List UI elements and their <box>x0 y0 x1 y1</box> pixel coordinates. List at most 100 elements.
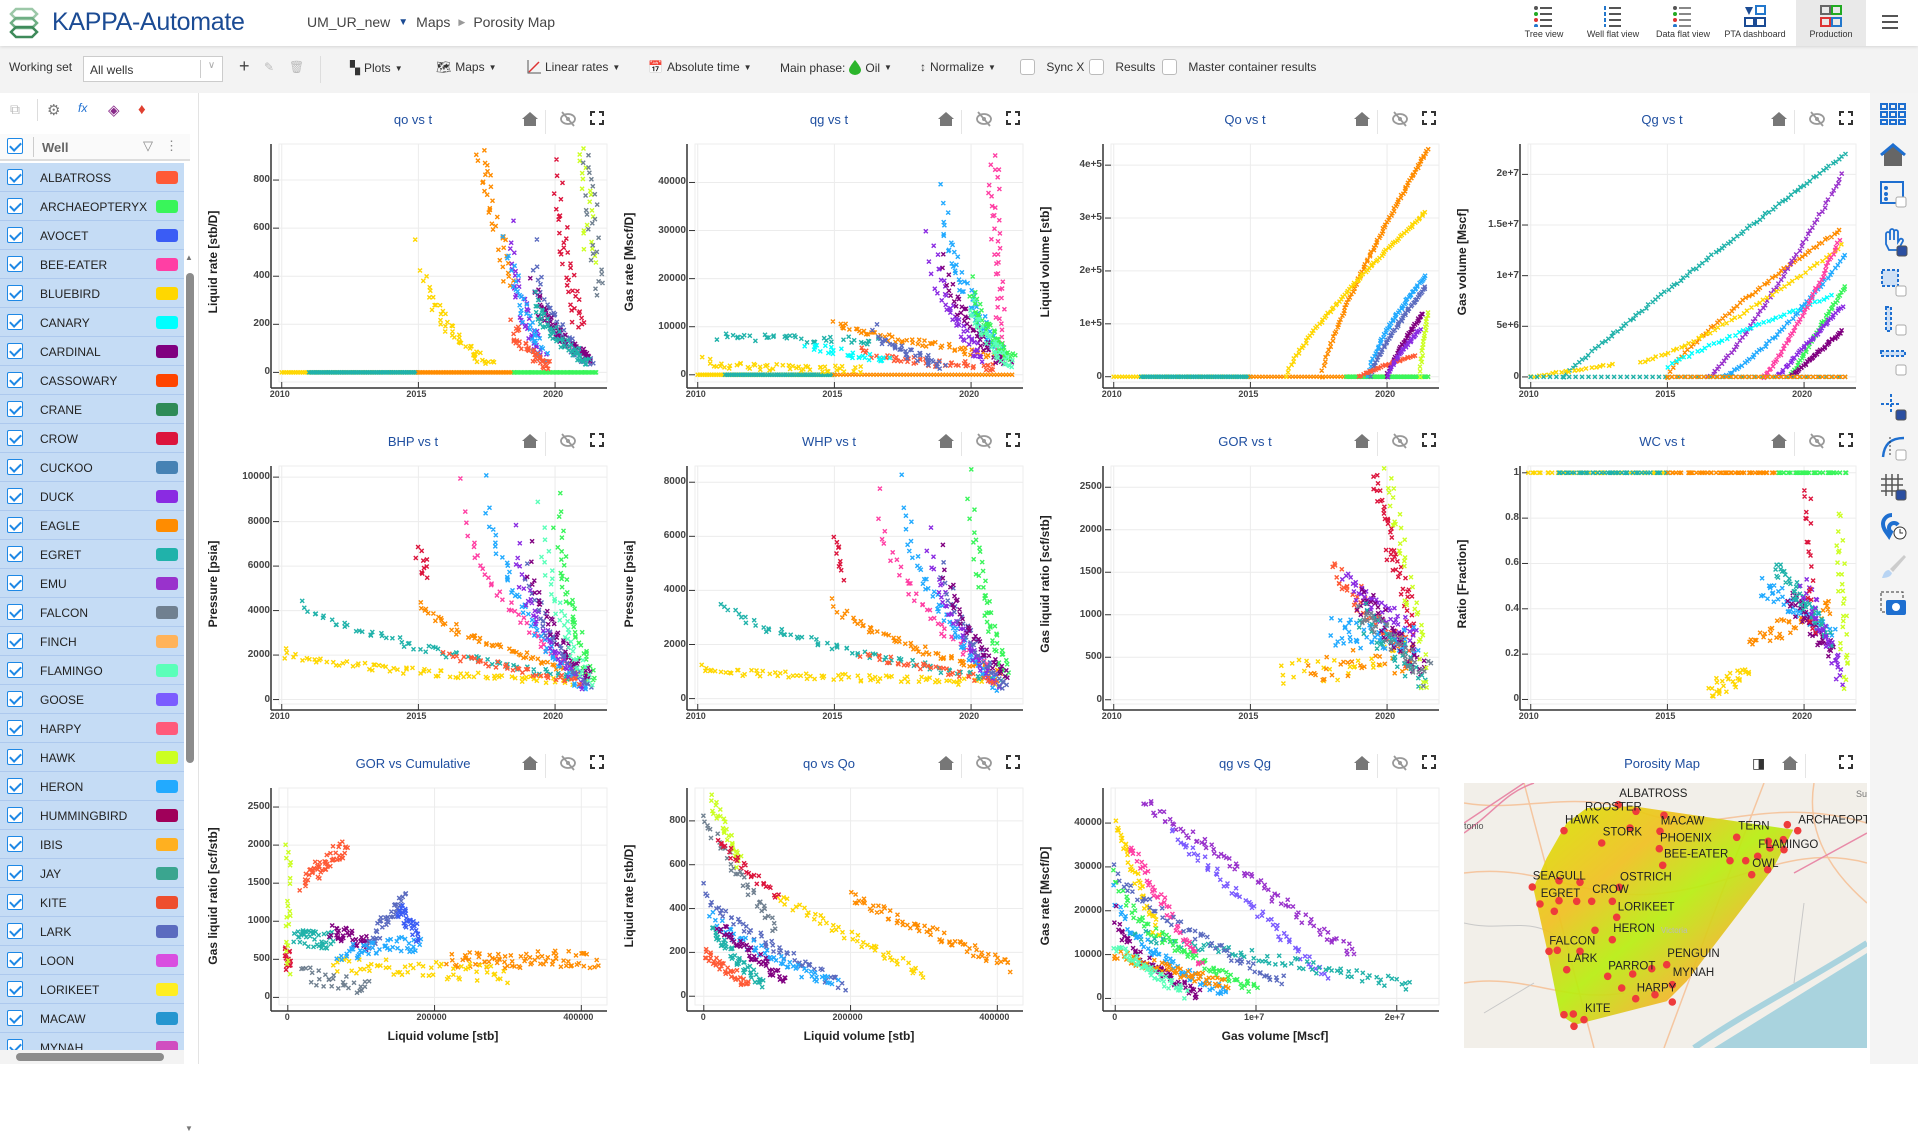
home-icon[interactable] <box>1353 755 1371 776</box>
well-checkbox[interactable] <box>7 285 23 301</box>
well-color-swatch[interactable] <box>156 925 178 938</box>
box-zoom-icon[interactable] <box>1880 268 1908 298</box>
well-checkbox[interactable] <box>7 198 23 214</box>
data-flat-view-button[interactable]: Data flat view <box>1648 0 1718 46</box>
well-checkbox[interactable] <box>7 1010 23 1026</box>
well-marker[interactable] <box>1560 1010 1568 1019</box>
well-row[interactable]: HARPY <box>0 714 184 743</box>
well-checkbox[interactable] <box>7 952 23 968</box>
fullscreen-icon[interactable] <box>1422 111 1436 130</box>
well-marker[interactable] <box>1615 883 1624 892</box>
well-marker[interactable] <box>1555 896 1563 905</box>
home-icon[interactable] <box>1880 143 1906 167</box>
well-color-swatch[interactable] <box>156 258 178 271</box>
well-marker[interactable] <box>1528 883 1537 891</box>
well-color-swatch[interactable] <box>156 229 178 242</box>
well-checkbox[interactable] <box>7 343 23 359</box>
well-row[interactable]: LOON <box>0 946 184 975</box>
well-marker[interactable] <box>1766 844 1774 852</box>
scroll-down-icon[interactable]: ▼ <box>185 1124 193 1133</box>
well-marker[interactable] <box>1591 926 1599 935</box>
well-marker[interactable] <box>1545 947 1553 956</box>
main-phase-menu[interactable]: Main phase: Oil ▼ <box>780 60 892 75</box>
filter-icon[interactable]: ▽ <box>143 138 153 153</box>
select-all-checkbox[interactable] <box>7 138 23 154</box>
well-marker[interactable] <box>1555 876 1563 885</box>
well-marker[interactable] <box>1570 1022 1578 1031</box>
well-row[interactable]: JAY <box>0 859 184 888</box>
hide-eye-icon[interactable] <box>1808 433 1826 454</box>
well-checkbox[interactable] <box>7 227 23 243</box>
hide-eye-icon[interactable] <box>1391 433 1409 454</box>
x-zoom-icon[interactable] <box>1880 305 1908 337</box>
home-icon[interactable] <box>1353 433 1371 454</box>
well-marker[interactable] <box>1569 1010 1578 1018</box>
fullscreen-icon[interactable] <box>1839 755 1853 774</box>
well-marker[interactable] <box>1658 861 1667 870</box>
well-row[interactable]: LORIKEET <box>0 975 184 1004</box>
plot-area[interactable]: 0 10000 20000 30000 40000 2010 2015 2020 <box>658 143 1024 399</box>
well-row[interactable]: AVOCET <box>0 221 184 250</box>
well-row[interactable]: HAWK <box>0 743 184 772</box>
hide-eye-icon[interactable] <box>559 111 577 132</box>
results-checkbox[interactable]: Results <box>1089 59 1155 75</box>
well-color-swatch[interactable] <box>156 403 178 416</box>
home-icon[interactable] <box>1770 111 1788 132</box>
brush-icon[interactable] <box>1880 553 1908 581</box>
well-marker[interactable] <box>1550 907 1559 916</box>
well-marker[interactable] <box>1560 826 1568 835</box>
home-icon[interactable] <box>1770 433 1788 454</box>
well-checkbox[interactable] <box>7 749 23 765</box>
home-icon[interactable] <box>1353 111 1371 132</box>
well-row[interactable]: FLAMINGO <box>0 656 184 685</box>
well-row[interactable]: DUCK <box>0 482 184 511</box>
well-marker[interactable] <box>1764 837 1773 846</box>
well-checkbox[interactable] <box>7 923 23 939</box>
fullscreen-icon[interactable] <box>590 111 604 130</box>
well-color-swatch[interactable] <box>156 983 178 996</box>
well-color-swatch[interactable] <box>156 316 178 329</box>
well-row[interactable]: BEE-EATER <box>0 250 184 279</box>
absolute-time-menu[interactable]: 📅 Absolute time ▼ <box>648 60 752 74</box>
fullscreen-icon[interactable] <box>1006 755 1020 774</box>
fullscreen-icon[interactable] <box>1006 111 1020 130</box>
home-icon[interactable] <box>1781 755 1799 776</box>
well-marker[interactable] <box>1651 990 1659 999</box>
plot-area[interactable]: 0 500 1000 1500 2000 2500 2010 2015 2020 <box>1080 465 1440 721</box>
working-set-select[interactable]: All wells ∨ <box>83 56 223 82</box>
well-color-swatch[interactable] <box>156 693 178 706</box>
master-container-results-checkbox[interactable]: Master container results <box>1162 59 1316 75</box>
well-color-swatch[interactable] <box>156 780 178 793</box>
hover-time-icon[interactable] <box>1880 513 1908 543</box>
fullscreen-icon[interactable] <box>1006 433 1020 452</box>
well-checkbox[interactable] <box>7 372 23 388</box>
well-marker[interactable] <box>1668 998 1677 1006</box>
well-checkbox[interactable] <box>7 836 23 852</box>
diamond-icon[interactable]: ◈ <box>108 102 120 119</box>
well-row[interactable]: FINCH <box>0 627 184 656</box>
well-checkbox[interactable] <box>7 256 23 272</box>
well-marker[interactable] <box>1747 870 1756 879</box>
well-marker[interactable] <box>1626 824 1634 832</box>
well-marker[interactable] <box>1572 897 1581 906</box>
well-checkbox[interactable] <box>7 662 23 678</box>
well-checkbox[interactable] <box>7 488 23 504</box>
pta-dashboard-button[interactable]: PTA dashboard <box>1720 0 1790 46</box>
well-row[interactable]: LARK <box>0 917 184 946</box>
well-checkbox[interactable] <box>7 720 23 736</box>
sync-x-checkbox[interactable]: Sync X <box>1020 59 1084 75</box>
breadcrumb-project[interactable]: UM_UR_new <box>307 14 391 30</box>
well-checkbox[interactable] <box>7 459 23 475</box>
well-marker[interactable] <box>1632 807 1640 816</box>
well-color-swatch[interactable] <box>156 896 178 909</box>
fullscreen-icon[interactable] <box>590 433 604 452</box>
well-row[interactable]: FALCON <box>0 598 184 627</box>
function-icon[interactable]: fx <box>78 101 88 115</box>
well-checkbox[interactable] <box>7 169 23 185</box>
fullscreen-icon[interactable] <box>1422 433 1436 452</box>
well-color-swatch[interactable] <box>156 200 178 213</box>
maps-menu[interactable]: 🗺 Maps ▼ <box>436 60 497 74</box>
well-color-swatch[interactable] <box>156 287 178 300</box>
hide-eye-icon[interactable] <box>559 433 577 454</box>
chevron-down-icon[interactable]: ∨ <box>200 60 222 78</box>
